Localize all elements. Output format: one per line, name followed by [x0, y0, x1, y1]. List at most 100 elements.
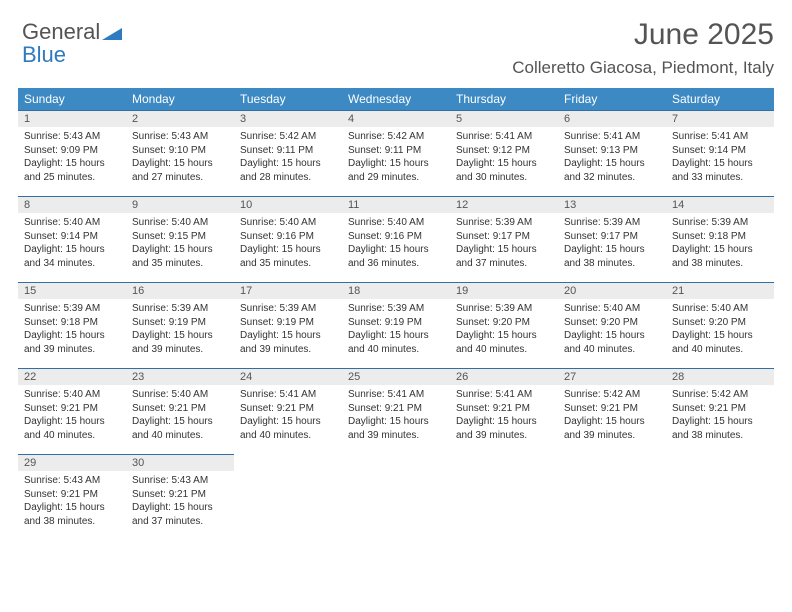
- day-number: 1: [18, 110, 126, 127]
- day-detail-line: Sunrise: 5:40 AM: [132, 216, 228, 230]
- day-detail-line: Sunset: 9:21 PM: [564, 402, 660, 416]
- day-detail-line: Sunset: 9:21 PM: [24, 488, 120, 502]
- day-detail-line: and 34 minutes.: [24, 257, 120, 271]
- day-number: 26: [450, 368, 558, 385]
- day-detail-line: Daylight: 15 hours: [456, 329, 552, 343]
- day-details: Sunrise: 5:42 AMSunset: 9:11 PMDaylight:…: [234, 127, 342, 188]
- day-number: 22: [18, 368, 126, 385]
- day-detail-line: Sunset: 9:13 PM: [564, 144, 660, 158]
- day-detail-line: Sunrise: 5:39 AM: [348, 302, 444, 316]
- day-detail-line: Sunrise: 5:40 AM: [564, 302, 660, 316]
- day-detail-line: Sunset: 9:21 PM: [672, 402, 768, 416]
- day-detail-line: and 30 minutes.: [456, 171, 552, 185]
- location-subtitle: Colleretto Giacosa, Piedmont, Italy: [18, 58, 774, 78]
- calendar-day-cell: [450, 454, 558, 540]
- calendar-week-row: 22Sunrise: 5:40 AMSunset: 9:21 PMDayligh…: [18, 368, 774, 454]
- day-number: 11: [342, 196, 450, 213]
- calendar-day-cell: 8Sunrise: 5:40 AMSunset: 9:14 PMDaylight…: [18, 196, 126, 282]
- calendar-week-row: 1Sunrise: 5:43 AMSunset: 9:09 PMDaylight…: [18, 110, 774, 196]
- day-detail-line: Sunrise: 5:39 AM: [240, 302, 336, 316]
- day-detail-line: Daylight: 15 hours: [672, 329, 768, 343]
- day-detail-line: Sunset: 9:19 PM: [240, 316, 336, 330]
- day-details: Sunrise: 5:43 AMSunset: 9:21 PMDaylight:…: [126, 471, 234, 532]
- day-detail-line: Sunrise: 5:41 AM: [348, 388, 444, 402]
- day-detail-line: Daylight: 15 hours: [132, 329, 228, 343]
- day-details: Sunrise: 5:39 AMSunset: 9:18 PMDaylight:…: [18, 299, 126, 360]
- day-details: Sunrise: 5:39 AMSunset: 9:17 PMDaylight:…: [450, 213, 558, 274]
- calendar-day-cell: 28Sunrise: 5:42 AMSunset: 9:21 PMDayligh…: [666, 368, 774, 454]
- day-number: 8: [18, 196, 126, 213]
- calendar-day-cell: 12Sunrise: 5:39 AMSunset: 9:17 PMDayligh…: [450, 196, 558, 282]
- day-detail-line: Daylight: 15 hours: [672, 243, 768, 257]
- day-number: 12: [450, 196, 558, 213]
- calendar-day-cell: [342, 454, 450, 540]
- weekday-header: Saturday: [666, 88, 774, 110]
- day-details: Sunrise: 5:42 AMSunset: 9:21 PMDaylight:…: [666, 385, 774, 446]
- day-detail-line: Daylight: 15 hours: [240, 243, 336, 257]
- day-detail-line: Daylight: 15 hours: [348, 329, 444, 343]
- day-detail-line: Daylight: 15 hours: [564, 329, 660, 343]
- calendar-day-cell: 1Sunrise: 5:43 AMSunset: 9:09 PMDaylight…: [18, 110, 126, 196]
- day-detail-line: Sunrise: 5:41 AM: [240, 388, 336, 402]
- day-detail-line: Sunset: 9:21 PM: [456, 402, 552, 416]
- day-detail-line: Sunset: 9:11 PM: [240, 144, 336, 158]
- day-details: Sunrise: 5:39 AMSunset: 9:20 PMDaylight:…: [450, 299, 558, 360]
- weekday-header: Wednesday: [342, 88, 450, 110]
- day-number: 13: [558, 196, 666, 213]
- day-detail-line: Daylight: 15 hours: [672, 415, 768, 429]
- day-detail-line: Daylight: 15 hours: [348, 415, 444, 429]
- weekday-header: Sunday: [18, 88, 126, 110]
- day-detail-line: Sunrise: 5:40 AM: [24, 216, 120, 230]
- day-number: 30: [126, 454, 234, 471]
- calendar-day-cell: 30Sunrise: 5:43 AMSunset: 9:21 PMDayligh…: [126, 454, 234, 540]
- day-detail-line: and 29 minutes.: [348, 171, 444, 185]
- day-detail-line: Sunrise: 5:40 AM: [24, 388, 120, 402]
- day-detail-line: Daylight: 15 hours: [132, 243, 228, 257]
- day-detail-line: Sunrise: 5:40 AM: [132, 388, 228, 402]
- day-number: 14: [666, 196, 774, 213]
- day-detail-line: and 39 minutes.: [564, 429, 660, 443]
- day-detail-line: Sunrise: 5:42 AM: [672, 388, 768, 402]
- day-detail-line: Sunset: 9:20 PM: [672, 316, 768, 330]
- day-detail-line: Sunrise: 5:39 AM: [456, 216, 552, 230]
- day-detail-line: Daylight: 15 hours: [24, 415, 120, 429]
- day-number: 29: [18, 454, 126, 471]
- day-number: 27: [558, 368, 666, 385]
- day-number: 2: [126, 110, 234, 127]
- day-detail-line: and 40 minutes.: [672, 343, 768, 357]
- calendar-day-cell: 18Sunrise: 5:39 AMSunset: 9:19 PMDayligh…: [342, 282, 450, 368]
- day-number: 4: [342, 110, 450, 127]
- day-details: Sunrise: 5:40 AMSunset: 9:20 PMDaylight:…: [666, 299, 774, 360]
- day-details: Sunrise: 5:39 AMSunset: 9:19 PMDaylight:…: [126, 299, 234, 360]
- day-details: Sunrise: 5:41 AMSunset: 9:21 PMDaylight:…: [342, 385, 450, 446]
- brand-word-1: General: [22, 19, 100, 44]
- calendar-day-cell: 24Sunrise: 5:41 AMSunset: 9:21 PMDayligh…: [234, 368, 342, 454]
- day-detail-line: Sunset: 9:21 PM: [132, 402, 228, 416]
- day-details: Sunrise: 5:40 AMSunset: 9:16 PMDaylight:…: [234, 213, 342, 274]
- day-detail-line: and 28 minutes.: [240, 171, 336, 185]
- calendar-day-cell: 6Sunrise: 5:41 AMSunset: 9:13 PMDaylight…: [558, 110, 666, 196]
- day-number: 24: [234, 368, 342, 385]
- day-detail-line: Sunset: 9:21 PM: [348, 402, 444, 416]
- day-detail-line: and 40 minutes.: [132, 429, 228, 443]
- day-details: Sunrise: 5:40 AMSunset: 9:21 PMDaylight:…: [126, 385, 234, 446]
- day-detail-line: Sunset: 9:16 PM: [348, 230, 444, 244]
- day-detail-line: and 32 minutes.: [564, 171, 660, 185]
- day-details: Sunrise: 5:41 AMSunset: 9:21 PMDaylight:…: [450, 385, 558, 446]
- day-detail-line: Sunrise: 5:40 AM: [672, 302, 768, 316]
- calendar-day-cell: 10Sunrise: 5:40 AMSunset: 9:16 PMDayligh…: [234, 196, 342, 282]
- day-detail-line: Daylight: 15 hours: [24, 157, 120, 171]
- day-detail-line: and 40 minutes.: [456, 343, 552, 357]
- day-detail-line: Sunset: 9:20 PM: [564, 316, 660, 330]
- day-details: Sunrise: 5:41 AMSunset: 9:13 PMDaylight:…: [558, 127, 666, 188]
- day-details: Sunrise: 5:40 AMSunset: 9:21 PMDaylight:…: [18, 385, 126, 446]
- calendar-day-cell: 14Sunrise: 5:39 AMSunset: 9:18 PMDayligh…: [666, 196, 774, 282]
- day-details: Sunrise: 5:40 AMSunset: 9:14 PMDaylight:…: [18, 213, 126, 274]
- calendar-day-cell: 11Sunrise: 5:40 AMSunset: 9:16 PMDayligh…: [342, 196, 450, 282]
- day-number: 18: [342, 282, 450, 299]
- day-detail-line: Daylight: 15 hours: [132, 157, 228, 171]
- calendar-day-cell: [234, 454, 342, 540]
- day-details: Sunrise: 5:40 AMSunset: 9:15 PMDaylight:…: [126, 213, 234, 274]
- day-detail-line: and 35 minutes.: [132, 257, 228, 271]
- calendar-day-cell: 4Sunrise: 5:42 AMSunset: 9:11 PMDaylight…: [342, 110, 450, 196]
